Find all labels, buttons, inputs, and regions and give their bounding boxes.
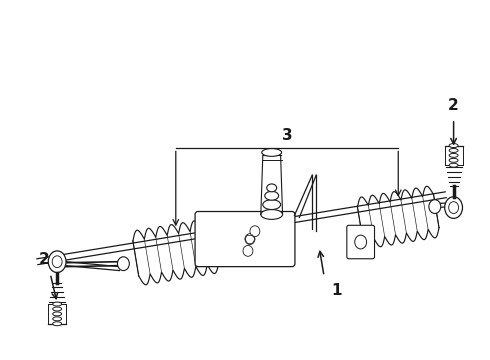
Text: 3: 3 xyxy=(282,127,293,143)
Text: 1: 1 xyxy=(331,283,342,298)
Ellipse shape xyxy=(53,307,62,311)
Text: 2: 2 xyxy=(448,98,459,113)
Ellipse shape xyxy=(449,144,458,148)
Ellipse shape xyxy=(355,235,367,249)
Ellipse shape xyxy=(445,197,463,219)
Ellipse shape xyxy=(53,322,62,326)
Ellipse shape xyxy=(52,256,62,267)
Ellipse shape xyxy=(263,200,281,210)
Ellipse shape xyxy=(449,163,458,167)
Ellipse shape xyxy=(245,234,255,244)
Ellipse shape xyxy=(449,202,459,213)
Ellipse shape xyxy=(449,148,458,152)
Ellipse shape xyxy=(53,302,62,306)
Ellipse shape xyxy=(267,184,277,192)
Ellipse shape xyxy=(250,226,260,237)
Ellipse shape xyxy=(265,191,279,200)
FancyBboxPatch shape xyxy=(347,225,374,259)
Ellipse shape xyxy=(48,251,66,273)
Ellipse shape xyxy=(243,246,253,256)
Ellipse shape xyxy=(118,257,129,271)
Ellipse shape xyxy=(53,317,62,321)
Ellipse shape xyxy=(449,158,458,162)
Text: 2: 2 xyxy=(39,252,49,267)
Ellipse shape xyxy=(261,210,283,219)
Ellipse shape xyxy=(449,153,458,157)
FancyBboxPatch shape xyxy=(195,212,295,267)
Ellipse shape xyxy=(429,200,441,213)
Ellipse shape xyxy=(262,148,282,156)
Ellipse shape xyxy=(53,312,62,316)
